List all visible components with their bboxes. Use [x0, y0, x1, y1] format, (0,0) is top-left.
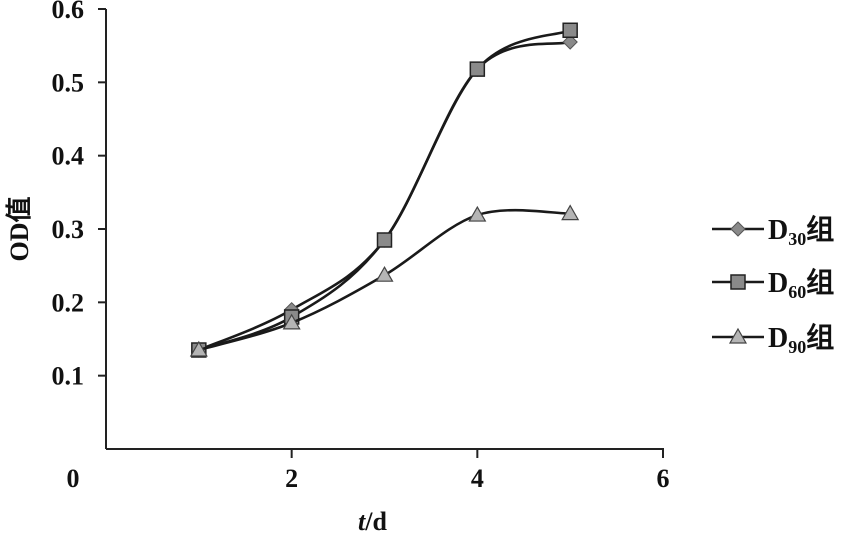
series-square: [191, 22, 578, 358]
x-tick-label: 0: [67, 464, 80, 493]
axes: [105, 9, 664, 450]
x-axis-title-variable: t: [358, 507, 366, 533]
data-point-triangle: [468, 205, 487, 222]
series-line: [198, 40, 571, 352]
legend-marker-square: [730, 274, 746, 290]
legend-label-suffix: 组: [806, 322, 834, 354]
data-point-square: [376, 232, 393, 248]
data-point-triangle: [282, 313, 301, 330]
legend-label-main: D: [768, 215, 788, 246]
series-line: [198, 29, 571, 352]
data-point-square: [562, 22, 578, 39]
x-tick-label: 2: [285, 464, 298, 493]
legend-marker-diamond: [730, 221, 746, 237]
x-axis-title-unit: /d: [364, 507, 387, 533]
data-point-triangle: [375, 265, 394, 282]
y-tick-label: 0.4: [52, 142, 85, 171]
legend-label-suffix: 组: [806, 267, 834, 299]
y-tick-label: 0.5: [52, 68, 85, 97]
legend-label: D60组: [768, 267, 834, 302]
legend-entry: D60组: [712, 267, 834, 302]
y-tick-label: 0.3: [52, 215, 85, 244]
legend-label-subscript: 60: [788, 282, 806, 302]
ticks-layer: 0.1 0.2 0.3 0.4 0.5 0.6 0 2 4 6: [52, 0, 670, 493]
series-layer: [189, 22, 580, 358]
legend-label-subscript: 90: [788, 337, 806, 357]
x-axis-title: t/d: [358, 507, 387, 533]
y-tick-label: 0.1: [52, 362, 85, 391]
legend-label-subscript: 30: [788, 229, 806, 249]
legend-entry: D90组: [712, 322, 834, 357]
data-point-triangle: [561, 204, 580, 221]
legend-label-main: D: [768, 323, 788, 354]
legend-label: D90组: [768, 322, 834, 357]
y-axis-title: OD值: [5, 196, 34, 261]
data-point-square: [469, 61, 486, 77]
series-triangle: [189, 204, 580, 357]
legend-label-suffix: 组: [806, 214, 834, 246]
x-tick-label: 4: [471, 464, 484, 493]
y-tick-label: 0.6: [52, 0, 85, 24]
legend-marker-triangle: [728, 327, 748, 344]
series-diamond: [191, 34, 578, 358]
x-tick-label: 6: [657, 464, 670, 493]
data-point-diamond: [562, 34, 578, 50]
y-tick-label: 0.2: [52, 288, 85, 317]
legend-label-main: D: [768, 268, 788, 299]
legend-label: D30组: [768, 214, 834, 249]
data-point-triangle: [189, 340, 208, 357]
legend-entry: D30组: [712, 214, 834, 249]
